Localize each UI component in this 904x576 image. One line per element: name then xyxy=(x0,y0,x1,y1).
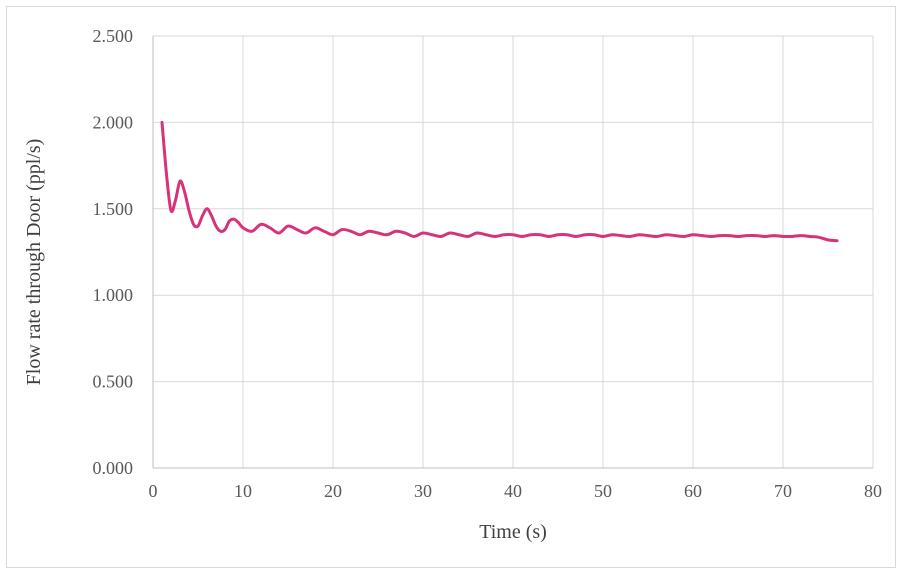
y-tick-label: 2.000 xyxy=(93,112,134,132)
y-tick-label: 1.000 xyxy=(93,285,134,305)
y-tick-label: 2.500 xyxy=(93,26,134,46)
x-tick-label: 80 xyxy=(864,481,882,501)
x-tick-label: 70 xyxy=(774,481,792,501)
series-line xyxy=(160,120,839,243)
y-tick-label: 0.000 xyxy=(93,458,134,478)
y-tick-label: 0.500 xyxy=(93,372,134,392)
x-axis-title: Time (s) xyxy=(479,521,547,543)
x-tick-label: 40 xyxy=(504,481,522,501)
horizontal-gridlines xyxy=(153,35,873,383)
x-tick-label: 10 xyxy=(234,481,252,501)
chart-frame xyxy=(6,6,896,568)
y-tick-labels: 0.000 0.500 1.000 1.500 2.000 2.500 xyxy=(93,26,134,478)
x-tick-label: 30 xyxy=(414,481,432,501)
x-tick-label: 50 xyxy=(594,481,612,501)
x-tick-labels: 0 10 20 30 40 50 60 70 80 xyxy=(149,481,883,501)
x-tick-label: 20 xyxy=(324,481,342,501)
y-tick-label: 1.500 xyxy=(93,199,134,219)
vertical-gridlines xyxy=(242,36,874,468)
x-tick-label: 60 xyxy=(684,481,702,501)
x-tick-label: 0 xyxy=(149,481,158,501)
y-axis-title: Flow rate through Door (ppl/s) xyxy=(23,139,45,386)
